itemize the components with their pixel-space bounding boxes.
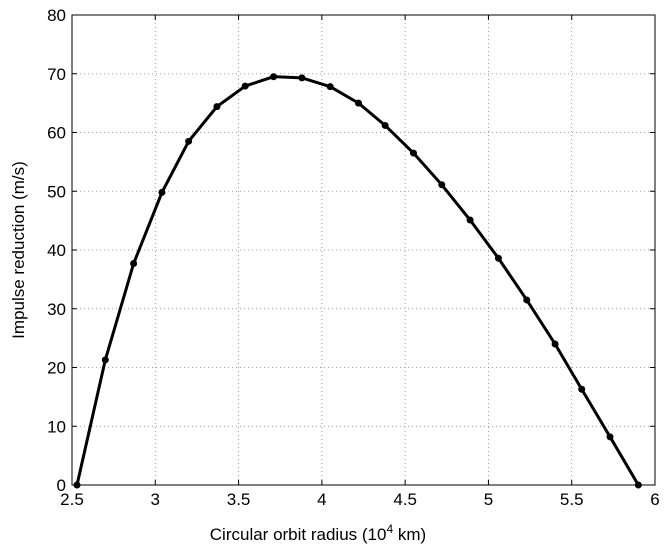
x-label-sup: 4 <box>386 522 393 536</box>
data-point <box>634 481 642 489</box>
data-point <box>185 137 193 145</box>
data-point <box>130 260 138 268</box>
data-point <box>466 216 474 224</box>
x-axis-label: Circular orbit radius (104 km) <box>210 522 426 544</box>
x-tick-label: 4 <box>317 490 326 509</box>
x-tick-label: 3 <box>151 490 160 509</box>
data-line <box>75 75 640 486</box>
y-tick-label: 50 <box>47 182 66 201</box>
data-point <box>213 103 221 111</box>
y-tick-label: 0 <box>57 476 66 495</box>
y-tick-label: 60 <box>47 124 66 143</box>
y-axis-label: Impulse reduction (m/s) <box>9 161 28 339</box>
y-tick-label: 70 <box>47 65 66 84</box>
x-tick-label: 3.5 <box>227 490 251 509</box>
data-point <box>523 296 531 304</box>
y-tick-label: 20 <box>47 359 66 378</box>
x-tick-label: 4.5 <box>393 490 417 509</box>
x-label-text: Circular orbit radius (10 <box>210 525 387 544</box>
data-point <box>438 181 446 189</box>
data-point <box>578 385 586 393</box>
plot-frame <box>71 14 656 486</box>
data-point <box>494 254 502 262</box>
data-point <box>355 99 363 107</box>
y-tick-label: 10 <box>47 417 66 436</box>
x-label-text: km) <box>393 525 426 544</box>
data-point <box>381 121 389 129</box>
y-tick-label: 30 <box>47 300 66 319</box>
y-tick-label: 40 <box>47 241 66 260</box>
data-point <box>326 83 334 91</box>
data-point <box>270 73 278 81</box>
data-point <box>606 433 614 441</box>
x-tick-label: 5.5 <box>560 490 584 509</box>
y-tick-label: 80 <box>47 6 66 25</box>
data-point <box>551 340 559 348</box>
x-tick-label: 2.5 <box>60 490 84 509</box>
x-tick-label: 6 <box>650 490 659 509</box>
data-point <box>241 82 249 90</box>
data-point <box>409 149 417 157</box>
data-point <box>73 481 81 489</box>
x-tick-label: 5 <box>484 490 493 509</box>
data-point <box>158 188 166 196</box>
data-point <box>101 356 109 364</box>
data-point <box>298 74 306 82</box>
